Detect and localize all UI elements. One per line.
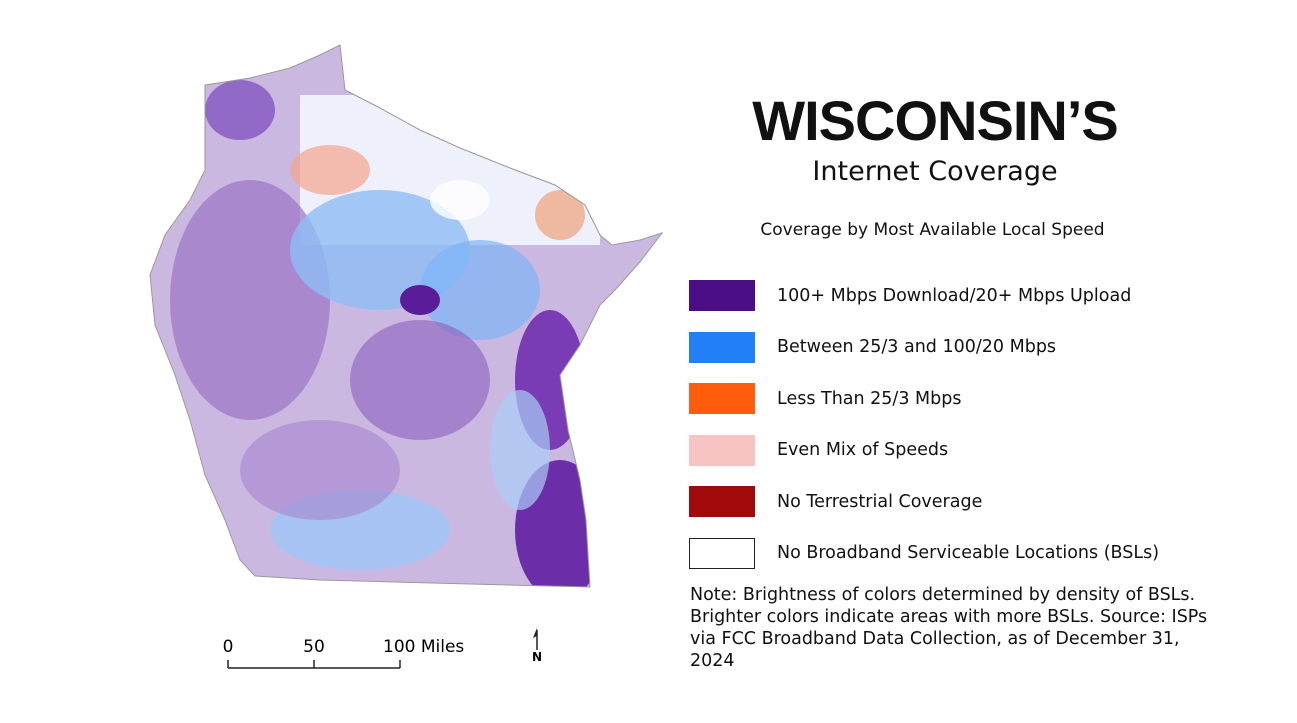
legend-label: 100+ Mbps Download/20+ Mbps Upload	[777, 285, 1132, 306]
state-outline	[149, 44, 664, 588]
legend-item: No Broadband Serviceable Locations (BSLs…	[689, 528, 1159, 580]
scale-label: 0	[223, 637, 234, 657]
legend-label: No Broadband Serviceable Locations (BSLs…	[777, 543, 1160, 564]
legend-swatch	[689, 331, 755, 363]
legend-item: Less Than 25/3 Mbps	[689, 373, 1159, 425]
legend-swatch	[689, 280, 755, 312]
legend-label: No Terrestrial Coverage	[777, 491, 983, 512]
north-arrow: N	[532, 628, 542, 664]
subtitle: Internet Coverage	[812, 156, 1058, 187]
scale-label: 50	[303, 637, 325, 657]
scale-label: 100 Miles	[383, 637, 464, 657]
title: WISCONSIN’S	[752, 89, 1118, 152]
legend-heading: Coverage by Most Available Local Speed	[760, 220, 1105, 240]
legend-swatch	[689, 434, 755, 466]
legend-label: Between 25/3 and 100/20 Mbps	[777, 337, 1057, 358]
legend-swatch	[689, 383, 755, 415]
legend-item: Even Mix of Speeds	[689, 425, 1159, 477]
coverage-area	[150, 45, 662, 587]
legend-item: Between 25/3 and 100/20 Mbps	[689, 322, 1159, 374]
map: 0 50 100 Miles N	[149, 44, 664, 669]
scale-bar: 0 50 100 Miles	[223, 637, 464, 669]
note: Note: Brightness of colors determined by…	[690, 585, 1208, 671]
legend-label: Less Than 25/3 Mbps	[777, 388, 962, 409]
legend-swatch	[689, 486, 755, 518]
legend-swatch	[689, 537, 755, 569]
legend-label: Even Mix of Speeds	[777, 440, 949, 461]
legend-item: No Terrestrial Coverage	[689, 476, 1159, 528]
north-label: N	[532, 650, 542, 664]
legend-item: 100+ Mbps Download/20+ Mbps Upload	[689, 270, 1159, 322]
legend: 100+ Mbps Download/20+ Mbps Upload Betwee…	[689, 270, 1159, 579]
